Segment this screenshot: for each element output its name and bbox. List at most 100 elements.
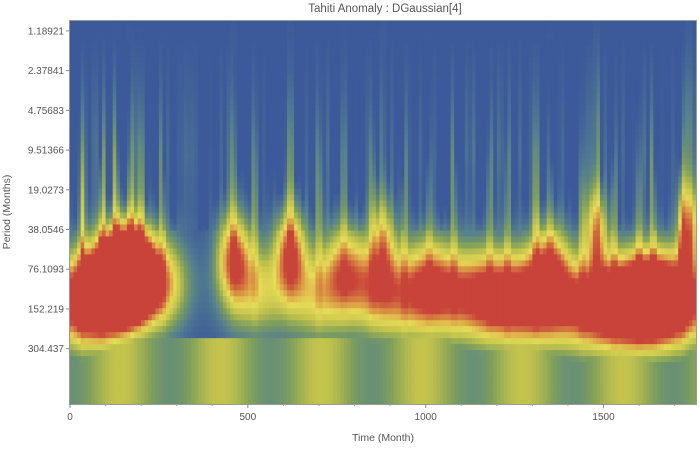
heatmap-cell: [258, 50, 263, 58]
heatmap-cell: [222, 170, 228, 178]
heatmap-cell: [418, 62, 423, 70]
heatmap-cell: [624, 170, 630, 178]
heatmap-cell: [671, 140, 676, 148]
heatmap-cell: [439, 104, 445, 112]
heatmap-cell: [621, 92, 626, 100]
heatmap-cell: [539, 98, 544, 106]
heatmap-cell: [375, 134, 381, 142]
heatmap-cell: [678, 32, 683, 40]
heatmap-cell: [454, 98, 459, 106]
heatmap-cell: [98, 170, 103, 178]
heatmap-cell: [215, 98, 220, 106]
heatmap-cell: [144, 56, 149, 64]
heatmap-cell: [84, 122, 89, 130]
heatmap-cell: [671, 62, 676, 70]
heatmap-cell: [493, 56, 498, 64]
heatmap-cell: [350, 32, 356, 40]
heatmap-cell: [315, 152, 320, 160]
heatmap-cell: [482, 122, 487, 130]
heatmap-cell: [688, 38, 694, 46]
heatmap-cell: [237, 56, 242, 64]
heatmap-cell: [521, 80, 526, 88]
heatmap-cell: [667, 38, 672, 46]
heatmap-cell: [436, 21, 441, 28]
heatmap-cell: [158, 134, 164, 142]
heatmap-cell: [635, 56, 640, 64]
heatmap-cell: [119, 74, 124, 82]
heatmap-cell: [215, 134, 220, 142]
heatmap-cell: [77, 188, 82, 196]
heatmap-cell: [589, 158, 594, 166]
heatmap-cell: [109, 80, 114, 88]
heatmap-cell: [575, 86, 580, 94]
heatmap-cell: [208, 32, 213, 40]
heatmap-cell: [660, 104, 665, 112]
heatmap-cell: [311, 98, 317, 106]
heatmap-cell: [486, 158, 491, 166]
heatmap-cell: [333, 98, 338, 106]
heatmap-cell: [365, 92, 370, 100]
heatmap-cell: [567, 116, 573, 124]
heatmap-cell: [429, 32, 434, 40]
heatmap-cell: [226, 68, 231, 76]
heatmap-cell: [688, 140, 694, 148]
heatmap-cell: [315, 122, 320, 130]
heatmap-cell: [674, 170, 679, 178]
heatmap-cell: [628, 170, 633, 178]
heatmap-cell: [347, 32, 352, 40]
heatmap-cell: [301, 80, 306, 88]
heatmap-cell: [454, 26, 459, 34]
heatmap-cell: [386, 26, 391, 34]
heatmap-cell: [119, 80, 124, 88]
heatmap-cell: [379, 38, 384, 46]
heatmap-cell: [198, 68, 203, 76]
heatmap-cell: [493, 140, 498, 148]
heatmap-cell: [258, 21, 263, 28]
heatmap-cell: [343, 98, 349, 106]
heatmap-cell: [379, 98, 384, 106]
heatmap-cell: [119, 146, 124, 154]
heatmap-cell: [336, 68, 341, 76]
heatmap-cell: [560, 62, 565, 70]
heatmap-cell: [564, 122, 569, 130]
heatmap-cell: [439, 182, 445, 190]
heatmap-cell: [628, 116, 633, 124]
heatmap-cell: [443, 74, 448, 82]
heatmap-cell: [343, 56, 349, 64]
heatmap-cell: [180, 80, 185, 88]
heatmap-cell: [77, 98, 82, 106]
heatmap-cell: [468, 74, 473, 82]
heatmap-cell: [688, 122, 694, 130]
heatmap-cell: [226, 26, 231, 34]
heatmap-cell: [607, 110, 612, 118]
heatmap-cell: [368, 146, 373, 154]
heatmap-cell: [621, 134, 626, 142]
heatmap-cell: [336, 80, 341, 88]
heatmap-cell: [415, 140, 420, 148]
heatmap-cell: [119, 92, 124, 100]
heatmap-cell: [254, 152, 260, 160]
heatmap-cell: [158, 68, 164, 76]
heatmap-cell: [361, 164, 366, 172]
heatmap-cell: [372, 32, 377, 40]
heatmap-cell: [244, 98, 249, 106]
heatmap-cell: [390, 164, 395, 172]
heatmap-cell: [592, 170, 598, 178]
heatmap-cell: [272, 32, 277, 40]
heatmap-cell: [607, 92, 612, 100]
heatmap-cell: [73, 56, 78, 64]
heatmap-cell: [614, 176, 619, 184]
heatmap-cell: [276, 158, 281, 166]
heatmap-cell: [166, 164, 171, 172]
heatmap-cell: [233, 44, 238, 52]
heatmap-cell: [205, 164, 210, 172]
heatmap-cell: [130, 188, 135, 196]
heatmap-cell: [262, 86, 267, 94]
heatmap-cell: [254, 170, 260, 178]
heatmap-cell: [578, 62, 583, 70]
heatmap-cell: [678, 21, 683, 28]
heatmap-cell: [404, 152, 409, 160]
heatmap-cell: [617, 152, 622, 160]
heatmap-cell: [119, 140, 124, 148]
heatmap-cell: [350, 110, 356, 118]
